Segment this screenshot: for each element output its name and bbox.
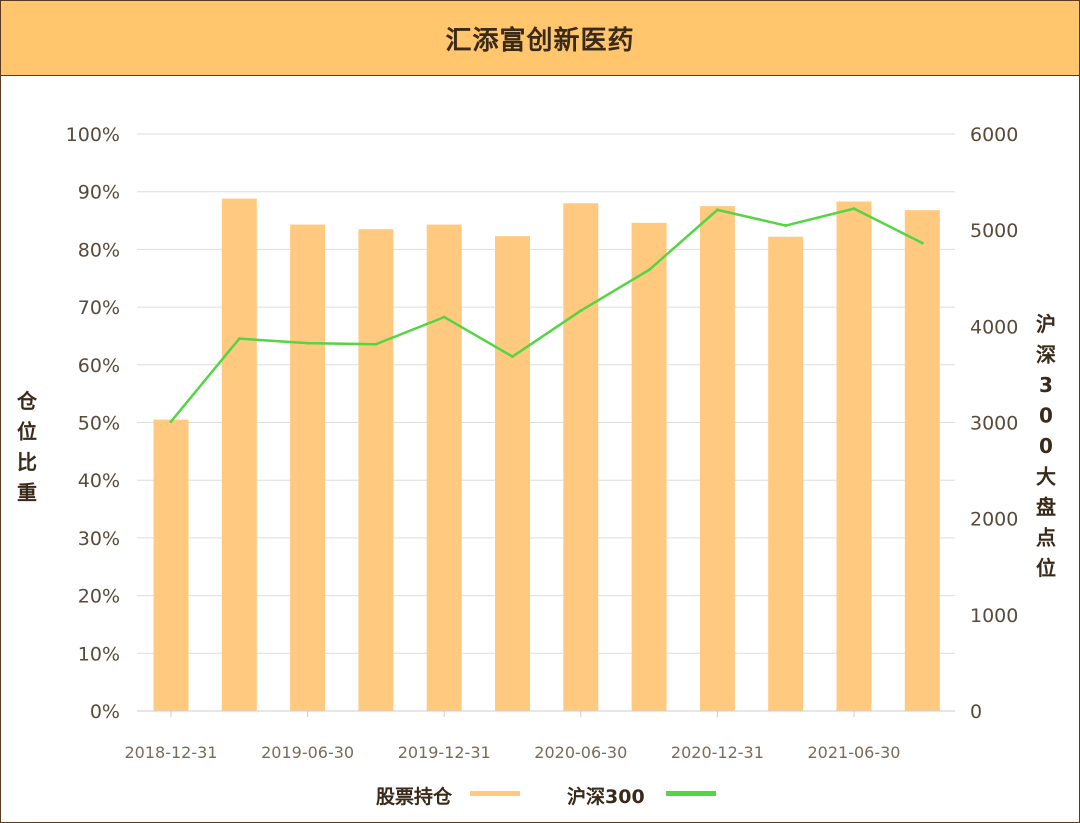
line-point [579, 309, 583, 313]
x-tick-label: 2019-06-30 [261, 743, 354, 762]
axis-label-char: 位 [1036, 556, 1056, 580]
y-right-tick-label: 1000 [970, 605, 1018, 627]
y-left-tick-label: 100% [66, 124, 120, 146]
series-line [170, 207, 923, 423]
axis-label-char: 比 [17, 450, 37, 474]
axis-label-char: 重 [17, 481, 37, 505]
legend-swatch-bar [470, 791, 520, 796]
bar [290, 224, 326, 712]
line-point [442, 315, 446, 319]
axis-label-char: 0 [1039, 434, 1053, 458]
axis-label-char: 位 [17, 420, 37, 444]
chart-header: 汇添富创新医药 [1, 1, 1079, 76]
bar [153, 419, 189, 711]
x-tick-label: 2020-12-31 [671, 743, 764, 762]
line-point [784, 224, 788, 228]
line-point [852, 207, 856, 211]
y-right-tick-label: 6000 [970, 124, 1018, 146]
bar [904, 210, 940, 711]
line-point [715, 208, 719, 212]
line-point [169, 420, 173, 424]
bar [495, 236, 530, 711]
y-left-tick-label: 70% [78, 297, 120, 319]
bar [563, 203, 599, 712]
y-right-tick-label: 4000 [970, 316, 1018, 338]
y-left-tick-label: 50% [78, 413, 120, 435]
y-left-tick-label: 30% [78, 528, 120, 550]
axis-label-char: 沪 [1036, 312, 1056, 336]
line-point [237, 337, 241, 341]
line-point [306, 341, 310, 345]
y-left-tick-label: 80% [78, 239, 120, 261]
y-right-tick-label: 5000 [970, 220, 1018, 242]
axes: 0% 10% 20% 30% 40% 50% 60% 70% 80% 90% 100% 0 1000 20… [66, 124, 1019, 762]
y-left-tick-label: 40% [78, 470, 120, 492]
line-point [920, 241, 924, 245]
y-axis-left-label: 仓位比重 [16, 389, 38, 505]
axis-label-char: 3 [1039, 373, 1053, 397]
axis-label-char: 盘 [1036, 495, 1056, 519]
line-point [374, 342, 378, 346]
y-right-tick-label: 3000 [970, 413, 1018, 435]
axis-label-char: 0 [1039, 404, 1053, 428]
line-series [169, 207, 924, 424]
bar [768, 236, 804, 711]
y-axis-right-label: 沪深 3 0 0 大盘点位 [1036, 312, 1056, 580]
y-left-tick-label: 0% [90, 701, 120, 723]
legend-label-stock: 股票持仓 [376, 785, 453, 808]
legend-swatch-line [666, 791, 716, 796]
legend: 股票持仓 沪深300 [376, 785, 716, 808]
y-left-tick-label: 20% [78, 586, 120, 608]
y-left-tick-label: 90% [78, 182, 120, 204]
axis-label-char: 仓 [16, 389, 38, 413]
x-tick-label: 2019-12-31 [398, 743, 491, 762]
y-right-tick-label: 0 [970, 701, 982, 723]
legend-label-index: 沪深300 [567, 785, 645, 808]
bar [699, 206, 735, 711]
chart-title: 汇添富创新医药 [445, 25, 635, 56]
axis-label-char: 点 [1036, 526, 1056, 550]
bar [426, 224, 462, 712]
axis-label-char: 深 [1036, 343, 1056, 367]
line-point [511, 355, 514, 359]
bar [221, 198, 257, 711]
x-tick-label: 2018-12-31 [125, 743, 218, 762]
line-point [647, 268, 651, 272]
y-left-tick-label: 60% [78, 355, 120, 377]
bar [631, 222, 667, 711]
y-left-tick-label: 10% [78, 643, 120, 665]
bar [836, 201, 872, 711]
axis-label-char: 大 [1036, 465, 1056, 489]
grid-lines [137, 133, 955, 712]
bar [358, 229, 394, 711]
bar-series [153, 198, 940, 712]
y-right-tick-label: 2000 [970, 509, 1018, 531]
x-tick-label: 2020-06-30 [534, 743, 627, 762]
x-tick-label: 2021-06-30 [808, 743, 901, 762]
